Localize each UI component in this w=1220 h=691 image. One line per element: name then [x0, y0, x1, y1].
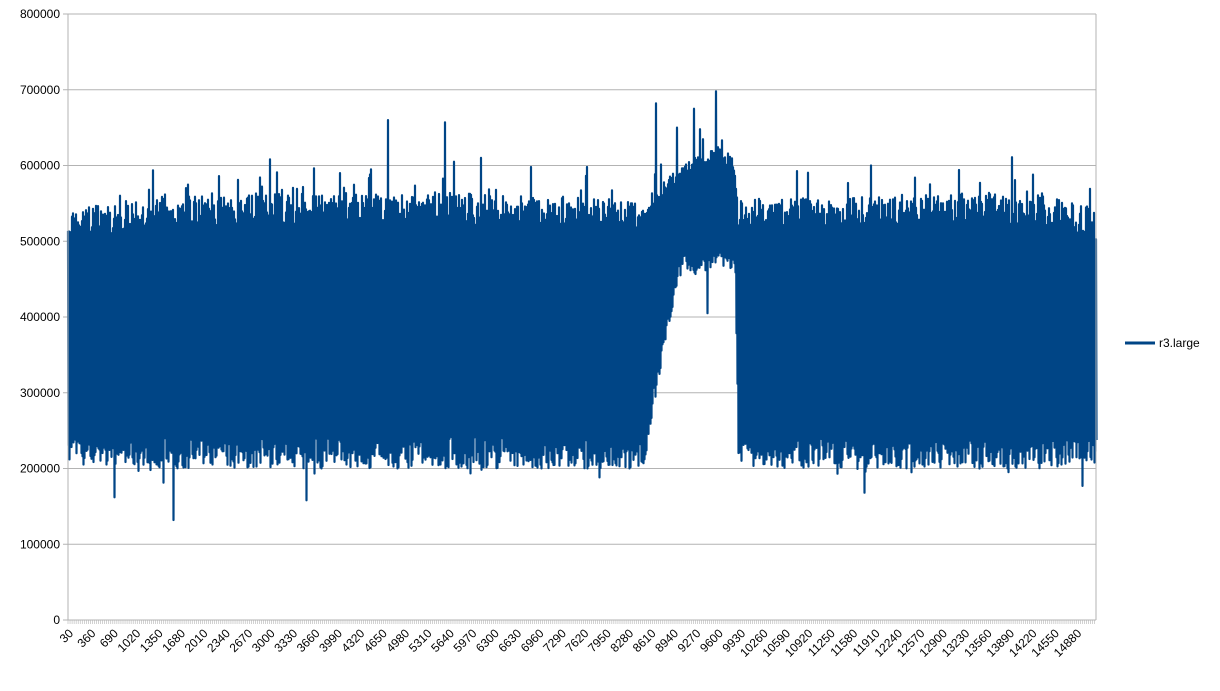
x-tick-label: 2670	[227, 626, 256, 655]
x-tick-label: 5970	[451, 626, 480, 655]
y-tick-label: 600000	[20, 159, 60, 173]
x-tick-label: 5640	[428, 626, 457, 655]
x-tick-label: 3330	[271, 626, 300, 655]
x-tick-label: 9600	[697, 626, 726, 655]
x-tick-label: 6630	[495, 626, 524, 655]
y-tick-label: 200000	[20, 462, 60, 476]
x-tick-label: 8610	[630, 626, 659, 655]
x-tick-label: 8940	[652, 626, 681, 655]
y-tick-label: 700000	[20, 83, 60, 97]
series-layer	[66, 90, 1098, 522]
axes	[67, 14, 1097, 624]
y-tick-label: 0	[53, 613, 60, 627]
x-tick-label: 3990	[316, 626, 345, 655]
x-tick-label: 7620	[563, 626, 592, 655]
y-tick-label: 100000	[20, 537, 60, 551]
y-tick-label: 300000	[20, 386, 60, 400]
legend: r3.large	[1125, 336, 1200, 350]
x-tick-label: 6300	[473, 626, 502, 655]
x-tick-label: 1350	[137, 626, 166, 655]
x-tick-label: 360	[74, 626, 98, 650]
x-tick-label: 8280	[607, 626, 636, 655]
x-tick-label: 7290	[540, 626, 569, 655]
x-tick-label: 4320	[339, 626, 368, 655]
series-line-r3-large	[66, 90, 1098, 522]
y-axis-tick-labels: 0 100000 200000 300000 400000 500000 600000 700…	[20, 7, 60, 627]
x-tick-label: 3660	[294, 626, 323, 655]
x-tick-label: 9270	[675, 626, 704, 655]
x-tick-label: 2010	[182, 626, 211, 655]
legend-label-r3-large: r3.large	[1159, 336, 1200, 350]
x-tick-label: 3000	[249, 626, 278, 655]
x-tick-label: 2340	[204, 626, 233, 655]
y-tick-label: 800000	[20, 7, 60, 21]
x-tick-label: 30	[57, 626, 77, 646]
x-tick-label: 5310	[406, 626, 435, 655]
x-tick-label: 1020	[115, 626, 144, 655]
x-tick-label: 6960	[518, 626, 547, 655]
x-tick-label: 4980	[383, 626, 412, 655]
y-tick-label: 500000	[20, 234, 60, 248]
x-tick-label: 1680	[159, 626, 188, 655]
x-axis-tick-labels: 3036069010201350168020102340267030003330…	[57, 626, 1085, 660]
x-tick-label: 4650	[361, 626, 390, 655]
y-tick-label: 400000	[20, 310, 60, 324]
x-tick-label: 7950	[585, 626, 614, 655]
